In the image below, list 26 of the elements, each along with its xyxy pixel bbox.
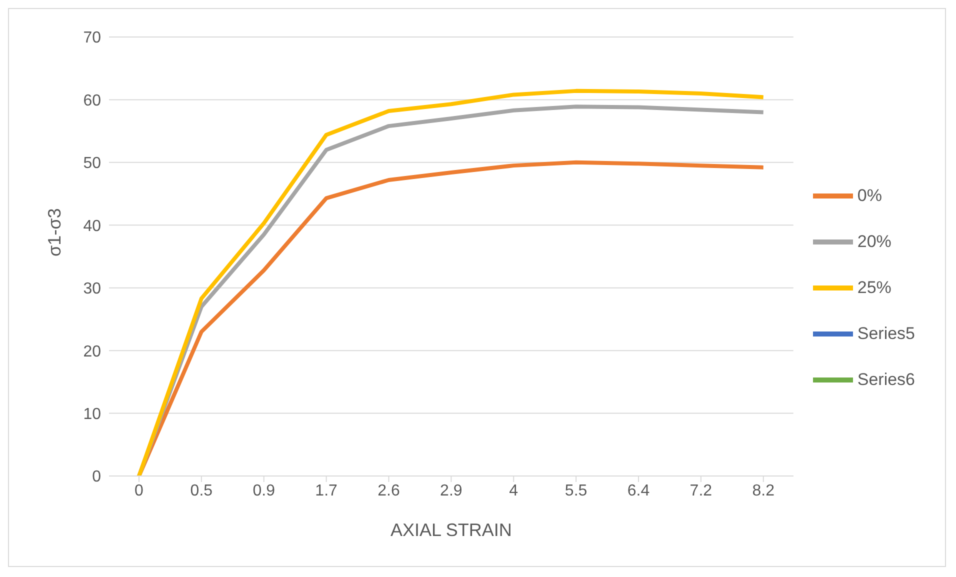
x-tick-label: 1.7 [315, 482, 338, 500]
y-tick-label: 30 [83, 280, 102, 298]
x-tick-label: 8.2 [752, 482, 775, 500]
legend-label: Series6 [857, 370, 915, 388]
x-tick-label: 0.5 [190, 482, 213, 500]
legend-label: 0% [857, 186, 882, 204]
x-tick-label: 0 [134, 482, 144, 500]
x-tick-label: 2.6 [378, 482, 400, 500]
legend-label: Series5 [857, 324, 915, 342]
x-tick-label: 4 [509, 482, 518, 500]
x-tick-label: 0.9 [252, 482, 276, 500]
y-tick-label: 50 [83, 155, 102, 172]
y-tick-label: 40 [83, 218, 102, 235]
y-tick-label: 20 [83, 343, 102, 360]
x-tick-label: 5.5 [564, 482, 588, 500]
y-tick-label: 70 [83, 30, 102, 47]
legend-label: 20% [857, 232, 892, 250]
legend-label: 25% [857, 278, 892, 296]
x-tick-label: 2.9 [440, 482, 462, 500]
x-tick-label: 6.4 [627, 482, 650, 500]
y-axis-title: σ1-σ3 [44, 208, 64, 256]
x-tick-label: 7.2 [690, 482, 712, 500]
x-axis-title: AXIAL STRAIN [390, 520, 512, 540]
y-tick-label: 10 [83, 406, 102, 423]
y-tick-label: 60 [83, 92, 102, 110]
y-tick-label: 0 [92, 468, 102, 486]
